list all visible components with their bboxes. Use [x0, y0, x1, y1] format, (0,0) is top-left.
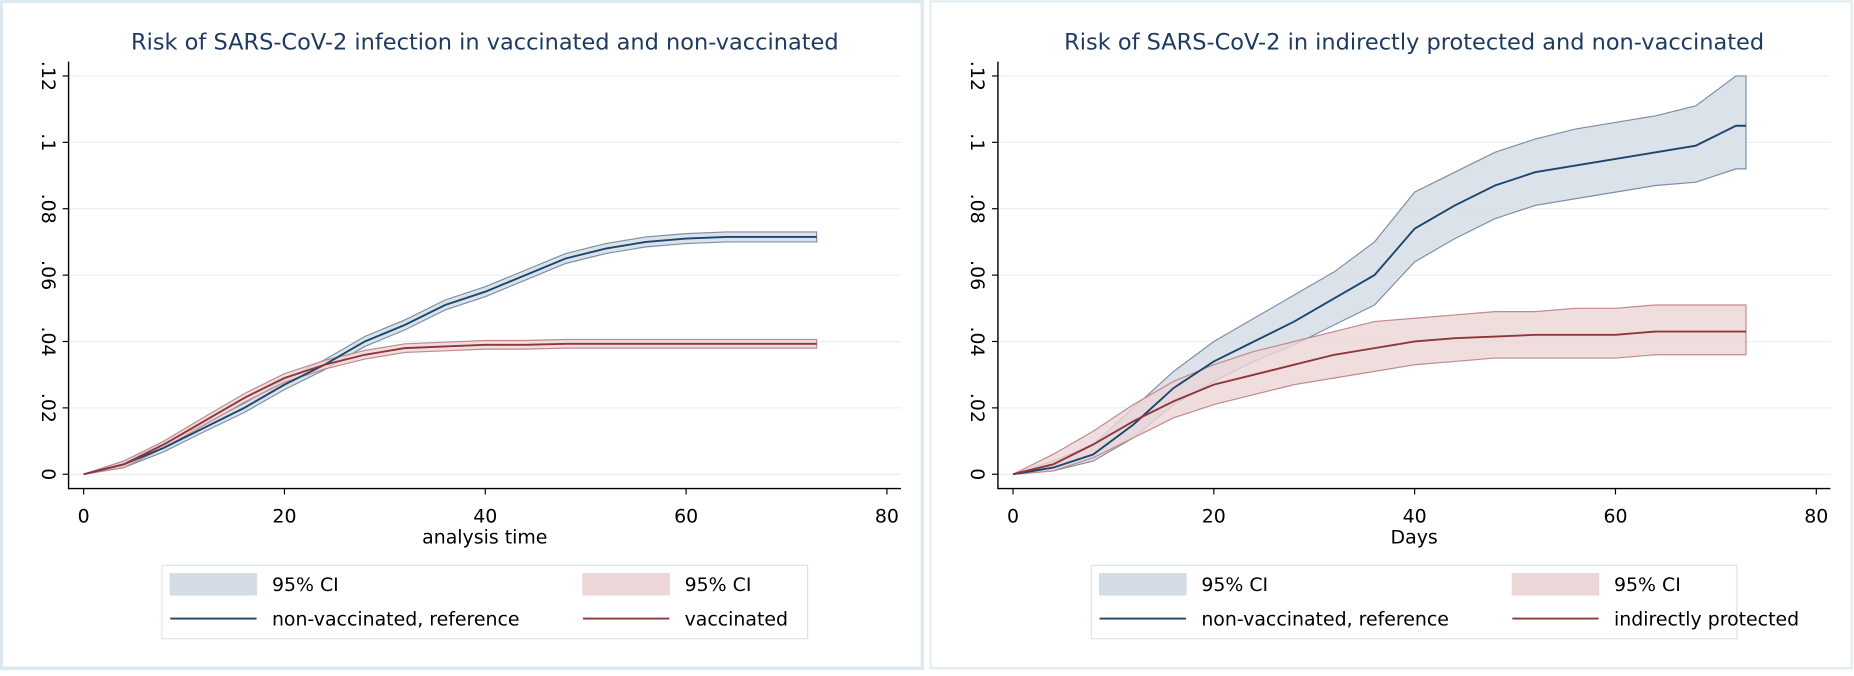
- axes: [67, 61, 901, 490]
- x-tick-label: 20: [272, 505, 296, 527]
- y-tick-label: .06: [966, 260, 988, 290]
- y-tick-label: .08: [37, 194, 59, 224]
- x-tick-label: 80: [875, 505, 899, 527]
- y-tick-label: .02: [966, 393, 988, 423]
- legend-label: indirectly protected: [1614, 608, 1799, 630]
- legend: [1090, 564, 1738, 640]
- x-axis-label: Days: [1391, 527, 1438, 549]
- legend-swatch: [582, 573, 670, 596]
- legend-label: 95% CI: [272, 574, 339, 596]
- y-tick-label: 0: [966, 468, 988, 480]
- legend: [161, 564, 809, 640]
- axes: [997, 61, 1831, 490]
- x-tick-label: 60: [1603, 505, 1627, 527]
- y-tick-label: .1: [37, 133, 59, 151]
- line: [83, 235, 817, 476]
- legend-label: 95% CI: [1614, 574, 1681, 596]
- ci-band: [1012, 304, 1747, 475]
- x-tick-label: 40: [1403, 505, 1427, 527]
- x-tick-label: 20: [1202, 505, 1226, 527]
- x-tick-label: 80: [1804, 505, 1828, 527]
- x-tick-label: 60: [674, 505, 698, 527]
- legend-label: non-vaccinated, reference: [272, 608, 520, 630]
- y-tick-label: 0: [37, 468, 59, 480]
- legend-label: 95% CI: [1201, 574, 1268, 596]
- y-tick-label: .04: [966, 326, 988, 356]
- panel: [0, 0, 925, 671]
- y-tick-label: .12: [37, 61, 59, 91]
- line: [1012, 330, 1747, 476]
- y-tick-label: .02: [37, 393, 59, 423]
- x-tick-label: 0: [1007, 505, 1019, 527]
- legend-swatch: [169, 573, 258, 596]
- legend-swatch: [1511, 573, 1600, 596]
- chart-title: Risk of SARS-CoV-2 infection in vaccinat…: [131, 29, 839, 55]
- legend-swatch: [1099, 573, 1187, 596]
- x-axis-label: analysis time: [422, 527, 547, 549]
- legend-label: 95% CI: [685, 574, 752, 596]
- chart-title: Risk of SARS-CoV-2 in indirectly protect…: [1064, 29, 1764, 55]
- legend-label: non-vaccinated, reference: [1201, 608, 1449, 630]
- y-tick-label: .04: [37, 326, 59, 356]
- x-tick-label: 40: [473, 505, 497, 527]
- y-tick-label: .1: [966, 133, 988, 151]
- y-tick-label: .08: [966, 194, 988, 224]
- line: [83, 342, 817, 476]
- y-tick-label: .06: [37, 260, 59, 290]
- x-tick-label: 0: [78, 505, 90, 527]
- legend-label: vaccinated: [685, 608, 788, 630]
- y-tick-label: .12: [966, 61, 988, 91]
